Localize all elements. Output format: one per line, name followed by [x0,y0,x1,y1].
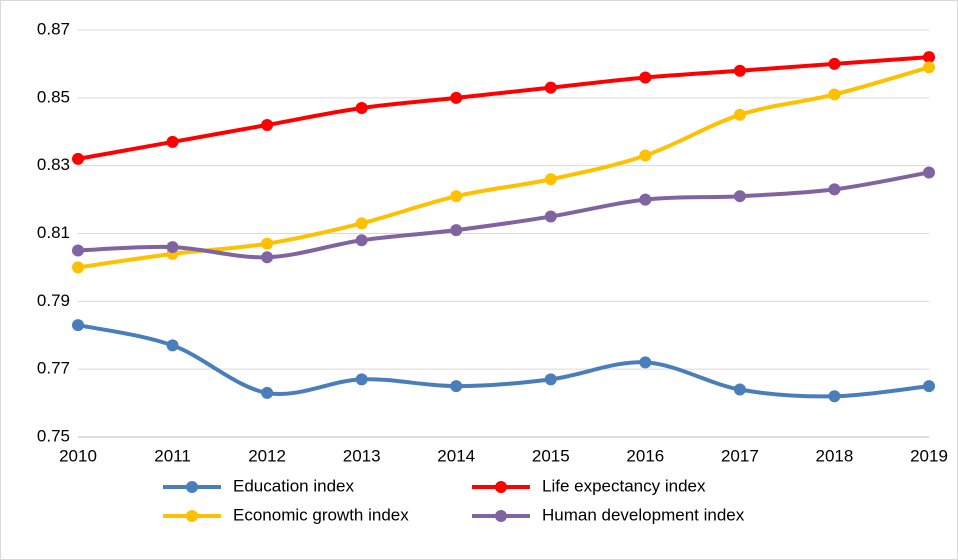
data-point [355,217,368,230]
series-line [77,55,930,161]
legend-marker [495,510,507,522]
x-tick-label: 2018 [816,446,854,465]
data-point [450,380,463,393]
data-point [828,183,841,196]
legend-label: Life expectancy index [542,476,706,495]
x-tick-label: 2011 [154,446,191,465]
y-tick-label: 0.87 [37,19,70,38]
data-point [639,356,652,369]
data-point [639,193,652,206]
legend-marker [495,481,507,493]
data-point [450,224,463,237]
y-tick-label: 0.77 [37,359,70,378]
x-tick-label: 2012 [248,446,286,465]
data-point [166,241,179,254]
data-point [261,386,274,399]
data-point [166,135,179,148]
data-point [261,251,274,264]
series-line [77,170,930,260]
y-tick-label: 0.83 [37,155,70,174]
data-point [544,210,557,223]
data-point [828,88,841,101]
series-line [77,323,930,399]
data-point [544,173,557,186]
data-point [733,383,746,396]
data-point [639,149,652,162]
data-point [733,64,746,77]
y-tick-label: 0.85 [37,87,70,106]
data-point [923,166,935,179]
data-point [72,261,84,274]
data-point [733,108,746,121]
data-point [733,190,746,203]
legend-label: Education index [233,476,354,495]
data-point [923,61,935,74]
series-line [77,65,930,270]
x-tick-label: 2019 [910,446,948,465]
data-point [450,190,463,203]
legend-marker [186,481,198,493]
data-point [544,373,557,386]
data-point [72,244,84,257]
data-point [355,373,368,386]
data-point [544,81,557,94]
legend-label: Economic growth index [233,505,409,524]
legend-label: Human development index [542,505,745,524]
x-tick-label: 2016 [626,446,664,465]
x-tick-label: 2013 [343,446,381,465]
x-tick-label: 2017 [721,446,759,465]
data-point [828,390,841,403]
x-tick-label: 2010 [59,446,97,465]
y-tick-label: 0.75 [37,426,70,445]
y-tick-label: 0.79 [37,291,70,310]
data-point [72,152,84,165]
x-tick-label: 2015 [532,446,570,465]
data-point [923,51,935,64]
data-point [828,57,841,70]
data-point [639,71,652,84]
legend-marker [186,510,198,522]
y-tick-label: 0.81 [37,223,70,242]
data-point [355,102,368,115]
data-point [166,339,179,352]
data-point [450,91,463,104]
data-point [923,380,935,393]
data-point [261,118,274,131]
data-point [72,319,84,332]
data-point [355,234,368,247]
data-point [261,237,274,250]
x-tick-label: 2014 [437,446,475,465]
